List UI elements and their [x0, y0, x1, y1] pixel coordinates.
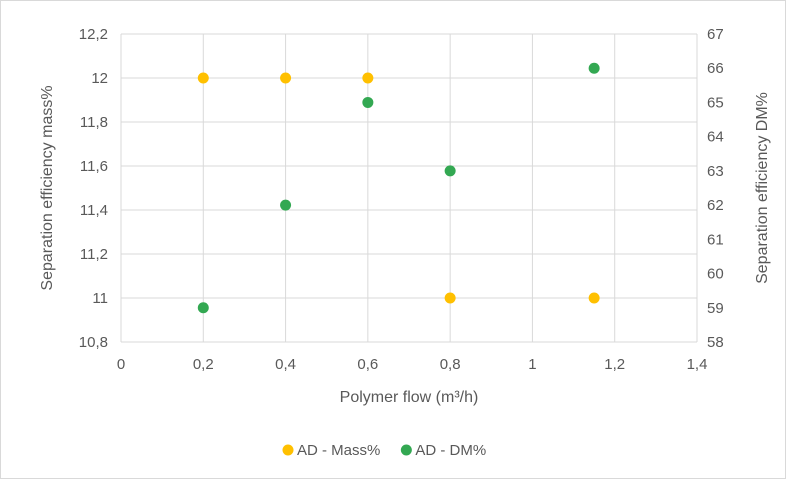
legend-marker [282, 444, 294, 456]
y-right-tick-label: 65 [707, 94, 724, 111]
mass-point [362, 72, 374, 84]
x-tick-label: 0,4 [275, 356, 296, 373]
y-right-axis-title: Separation efficiency DM% [754, 92, 771, 284]
y-right-tick-label: 67 [707, 26, 724, 43]
dm-point [444, 165, 456, 177]
dm-point [280, 199, 292, 211]
data-points [197, 62, 600, 314]
y-left-tick-label: 11 [92, 290, 108, 307]
legend-marker [400, 444, 412, 456]
legend-label: AD - Mass% [297, 442, 380, 459]
mass-point [588, 292, 600, 304]
dm-point [362, 96, 374, 108]
legend-label: AD - DM% [415, 442, 486, 459]
y-left-tick-label: 11,8 [80, 114, 108, 131]
y-left-tick-label: 11,6 [80, 158, 108, 175]
y-right-tick-label: 58 [707, 334, 724, 351]
x-tick-label: 0,8 [440, 356, 461, 373]
x-tick-label: 0,6 [357, 356, 378, 373]
tick-labels: 0 0,2 0,4 0,6 0,8 1 1,2 1,410,81111,211,411,611… [79, 26, 724, 373]
y-left-tick-label: 10,8 [79, 334, 108, 351]
mass-point [280, 72, 292, 84]
x-tick-label: 0 [117, 356, 125, 373]
y-left-tick-label: 12,2 [79, 26, 108, 43]
x-tick-label: 1,4 [687, 356, 708, 373]
y-right-tick-label: 64 [707, 129, 724, 146]
y-left-tick-label: 11,4 [80, 202, 108, 219]
grid-lines [120, 33, 698, 343]
y-right-tick-label: 61 [707, 231, 724, 248]
mass-point [197, 72, 209, 84]
y-left-axis-title: Separation efficiency mass% [39, 85, 56, 290]
dm-point [588, 62, 600, 74]
y-right-tick-label: 66 [707, 60, 724, 77]
legend: AD - Mass% AD - DM% [282, 442, 486, 459]
y-right-tick-label: 62 [707, 197, 724, 214]
y-left-tick-label: 11,2 [80, 246, 108, 263]
x-axis-title: Polymer flow (m³/h) [340, 389, 479, 406]
x-tick-label: 0,2 [193, 356, 214, 373]
x-tick-label: 1,2 [604, 356, 625, 373]
y-right-tick-label: 60 [707, 266, 724, 283]
x-tick-label: 1 [528, 356, 536, 373]
y-right-tick-label: 63 [707, 163, 724, 180]
y-left-tick-label: 12 [91, 70, 108, 87]
mass-point [444, 292, 456, 304]
y-right-tick-label: 59 [707, 300, 724, 317]
dm-point [197, 302, 209, 314]
